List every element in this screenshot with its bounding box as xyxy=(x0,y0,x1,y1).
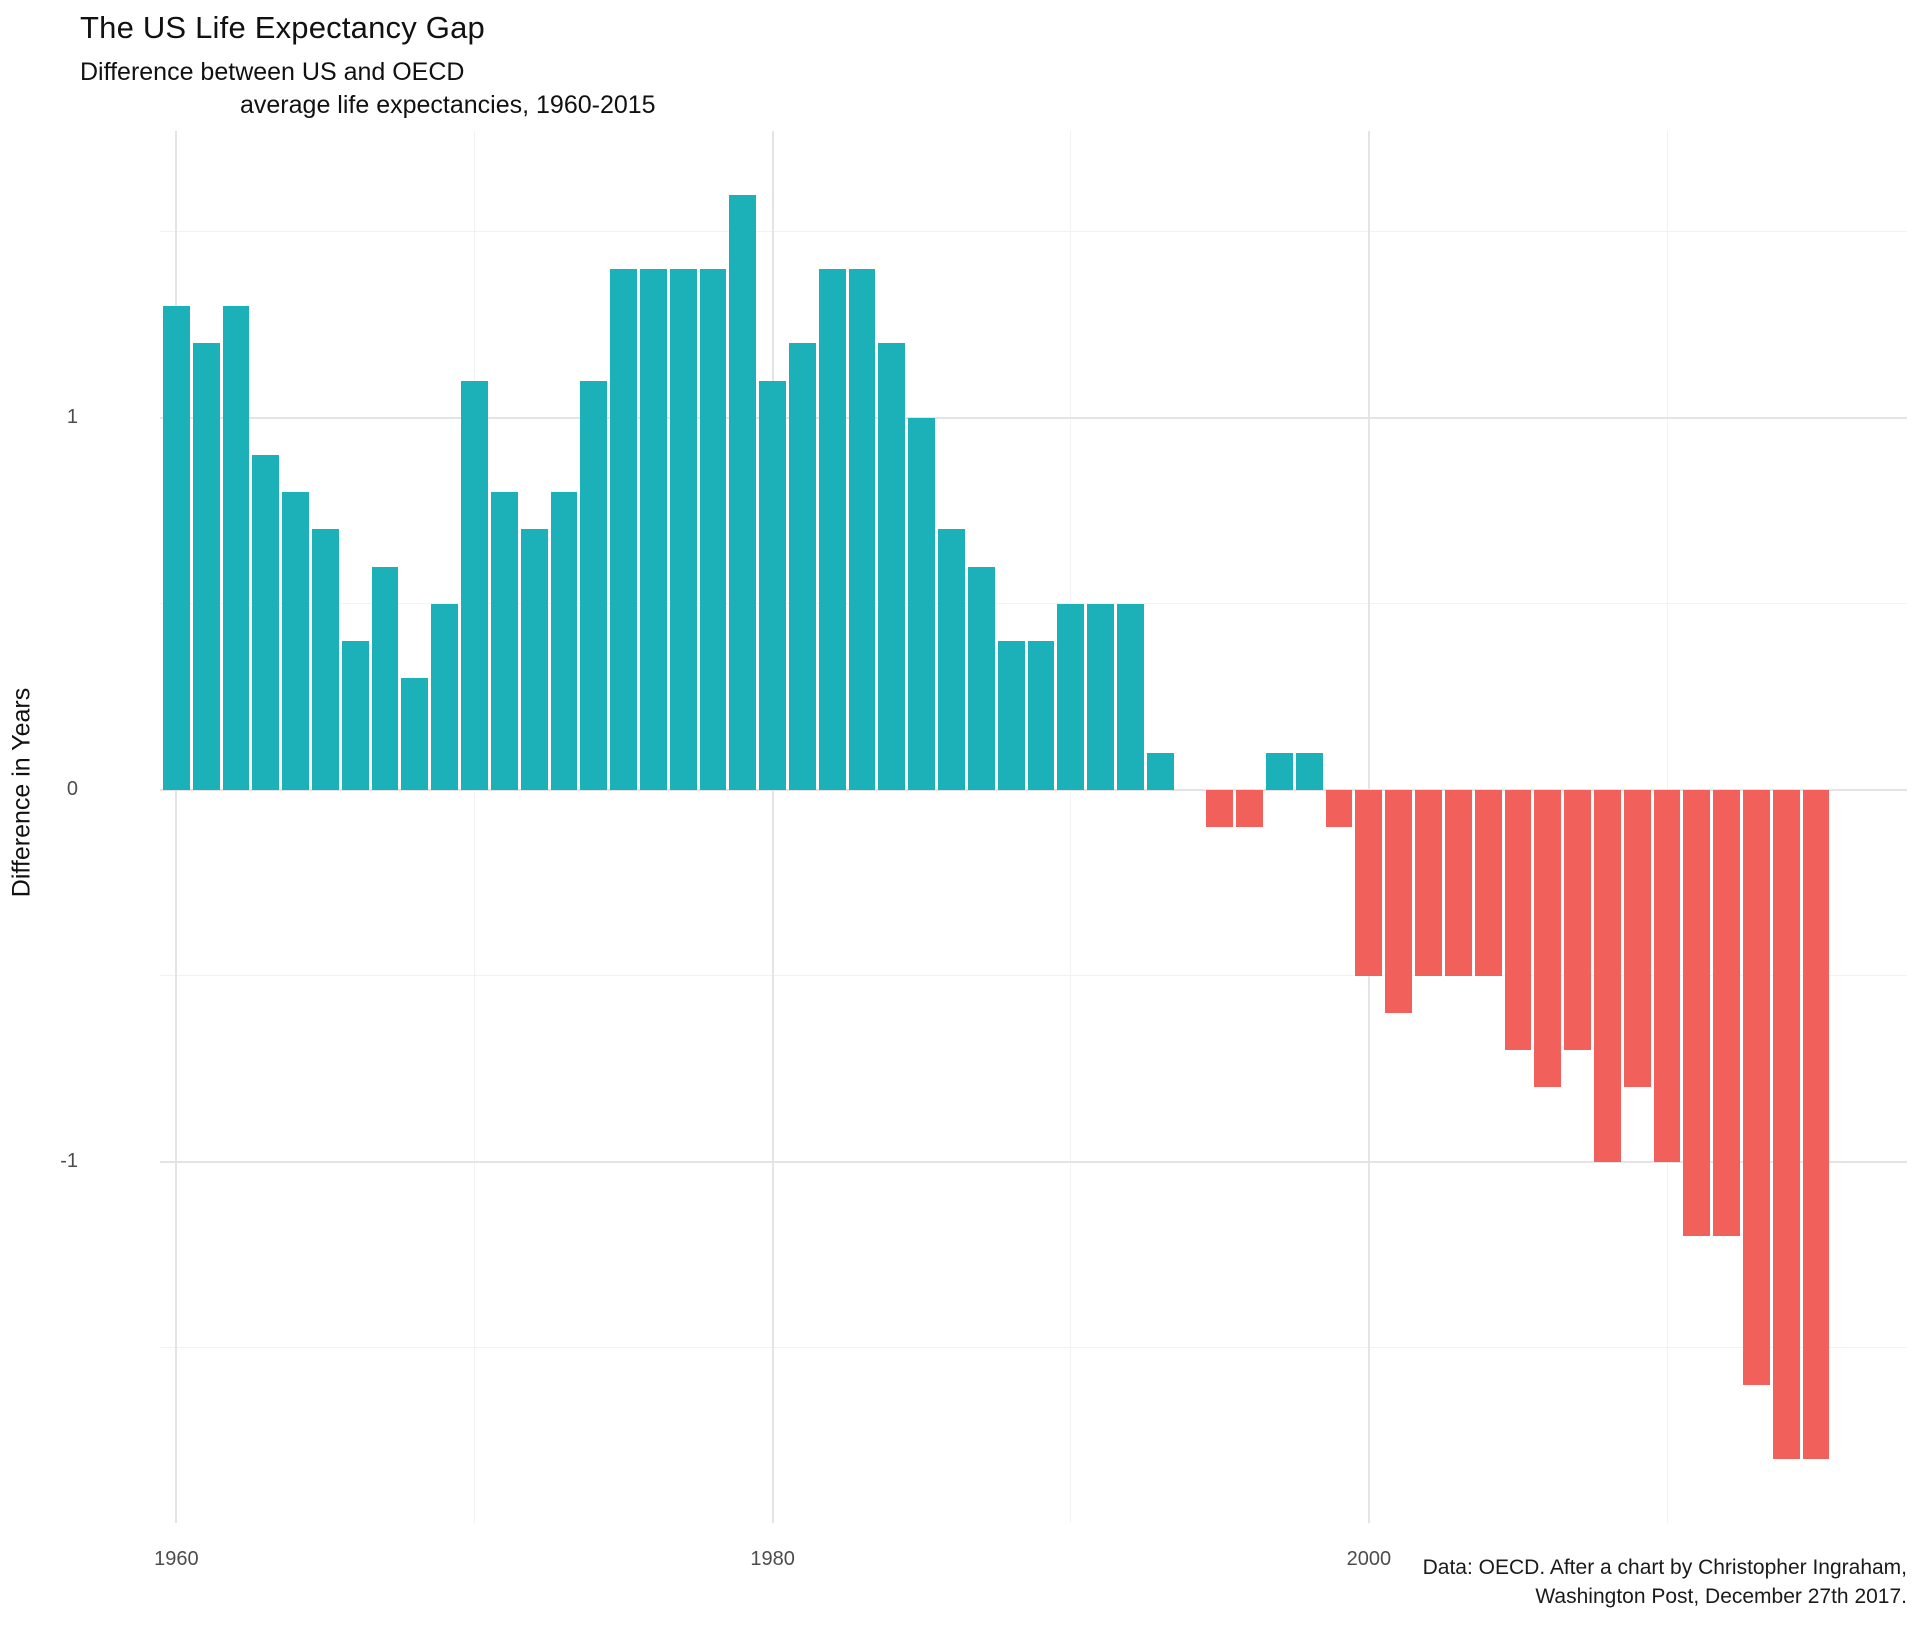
bar-1969 xyxy=(431,603,459,790)
bar-1983 xyxy=(848,269,876,790)
bar-1964 xyxy=(282,492,310,790)
minor-gridline-y-0.5 xyxy=(160,603,1907,605)
plot-panel xyxy=(160,131,1907,1523)
bar-1998 xyxy=(1295,752,1323,790)
bar-2001 xyxy=(1385,789,1413,1013)
major-gridline-y-1 xyxy=(160,416,1907,419)
bar-1993 xyxy=(1146,752,1174,790)
bar-2015 xyxy=(1802,789,1830,1460)
y-tick-label--1: -1 xyxy=(60,1149,78,1172)
bar-1966 xyxy=(341,641,369,790)
bar-1973 xyxy=(550,492,578,790)
bar-2002 xyxy=(1415,789,1442,976)
x-tick-label-2000: 2000 xyxy=(1346,1548,1392,1570)
bar-1982 xyxy=(818,269,846,790)
bar-1999 xyxy=(1325,789,1353,827)
bar-2007 xyxy=(1564,789,1591,1051)
minor-gridline-x-1970 xyxy=(474,131,476,1523)
bar-1963 xyxy=(252,455,280,790)
bar-1971 xyxy=(490,492,518,790)
bar-1965 xyxy=(312,529,339,790)
bar-1988 xyxy=(997,641,1025,790)
bar-1962 xyxy=(222,306,250,790)
source-caption: Data: OECD. After a chart by Christopher… xyxy=(1423,1553,1907,1611)
major-gridline-y--1 xyxy=(160,1160,1907,1163)
bar-1977 xyxy=(669,269,697,790)
bar-2010 xyxy=(1653,789,1681,1162)
bar-2012 xyxy=(1713,789,1741,1237)
minor-gridline-y-1.5 xyxy=(160,231,1907,233)
y-tick-label-1: 1 xyxy=(66,405,78,428)
bar-2003 xyxy=(1444,789,1472,976)
bar-1960 xyxy=(162,306,190,790)
minor-gridline-y--1.5 xyxy=(160,1347,1907,1349)
x-tick-label-1980: 1980 xyxy=(750,1548,795,1570)
bar-1995 xyxy=(1206,789,1234,827)
bar-1968 xyxy=(401,678,429,790)
bar-2006 xyxy=(1534,789,1562,1088)
bar-1989 xyxy=(1027,641,1055,790)
bar-2013 xyxy=(1743,789,1770,1385)
bar-2008 xyxy=(1593,789,1621,1162)
major-gridline-x-1980 xyxy=(771,131,774,1523)
minor-gridline-y--0.5 xyxy=(160,975,1907,977)
chart-title: The US Life Expectancy Gap xyxy=(80,10,485,45)
bar-1972 xyxy=(520,529,548,790)
bar-1996 xyxy=(1236,789,1264,827)
bar-2014 xyxy=(1772,789,1800,1460)
y-tick-label-0: 0 xyxy=(66,777,78,800)
bar-2005 xyxy=(1504,789,1532,1051)
chart-subtitle: Difference between US and OECD average l… xyxy=(80,56,656,122)
bar-1986 xyxy=(938,529,965,790)
bar-1981 xyxy=(789,343,816,790)
bar-1974 xyxy=(580,380,608,790)
bar-1970 xyxy=(461,380,488,790)
bar-1992 xyxy=(1116,603,1144,790)
bar-1990 xyxy=(1057,603,1085,790)
source-caption-line1: Data: OECD. After a chart by Christopher… xyxy=(1422,1556,1907,1579)
bar-1997 xyxy=(1266,752,1293,790)
major-gridline-y-0 xyxy=(160,788,1907,791)
bar-1984 xyxy=(878,343,906,790)
bar-2009 xyxy=(1623,789,1651,1088)
bar-1961 xyxy=(192,343,220,790)
bar-1975 xyxy=(610,269,637,790)
bar-1980 xyxy=(759,380,787,790)
x-tick-label-1960: 1960 xyxy=(154,1548,199,1570)
bar-1976 xyxy=(639,269,667,790)
bar-1987 xyxy=(967,566,995,790)
chart-subtitle-line2: average life expectancies, 1960-2015 xyxy=(240,91,656,119)
bar-2004 xyxy=(1474,789,1502,976)
bar-1978 xyxy=(699,269,727,790)
bar-1979 xyxy=(729,194,757,790)
minor-gridline-x-1990 xyxy=(1070,131,1072,1523)
bar-2011 xyxy=(1683,789,1711,1237)
bar-1967 xyxy=(371,566,399,790)
bar-1991 xyxy=(1087,603,1114,790)
bar-2000 xyxy=(1355,789,1383,976)
major-gridline-x-1960 xyxy=(175,131,178,1523)
source-caption-line2: Washington Post, December 27th 2017. xyxy=(1535,1585,1907,1608)
bar-1985 xyxy=(908,417,936,790)
chart-subtitle-line1: Difference between US and OECD xyxy=(80,58,465,86)
